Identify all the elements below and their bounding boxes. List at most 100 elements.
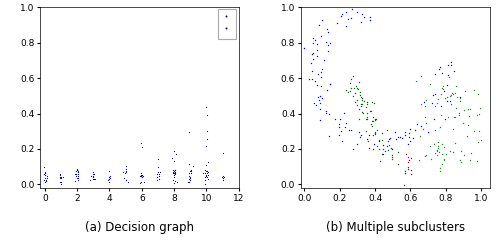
Point (476, 114, 484, 118)
Point (394, 162, 402, 166)
Point (349, 94, 357, 98)
Point (59, 175, 67, 179)
Point (466, 78, 473, 82)
Point (170, 159, 178, 163)
Point (368, 109, 376, 113)
Point (458, 118, 466, 122)
Point (334, 22, 342, 26)
Point (407, 124, 415, 128)
Point (436, 77, 444, 81)
Point (414, 100, 422, 104)
Point (446, 151, 454, 155)
Point (306, 69, 314, 73)
Point (322, 48, 330, 52)
Point (155, 177, 163, 181)
Point (363, 117, 371, 121)
Point (122, 164, 130, 168)
Point (371, 132, 379, 136)
Point (169, 171, 177, 175)
Point (203, 137, 211, 141)
Point (413, 106, 421, 110)
Point (220, 175, 228, 179)
Point (170, 173, 178, 177)
Point (452, 125, 460, 129)
Point (42, 174, 50, 178)
Point (122, 169, 130, 173)
Point (354, 136, 362, 140)
Point (445, 150, 453, 154)
Point (42, 178, 50, 182)
Point (153, 178, 161, 181)
Point (220, 176, 228, 180)
Point (404, 160, 412, 164)
Point (435, 97, 443, 101)
Point (436, 87, 444, 91)
Point (90, 172, 98, 176)
Point (310, 84, 318, 87)
Point (378, 140, 386, 143)
Point (424, 94, 432, 98)
Point (40, 178, 48, 182)
Point (188, 164, 196, 168)
Point (412, 135, 420, 139)
Point (450, 156, 458, 160)
Point (168, 170, 176, 174)
Point (378, 138, 386, 142)
Point (56, 175, 64, 179)
Point (422, 159, 430, 163)
Point (460, 122, 468, 126)
Point (364, 115, 372, 119)
Point (361, 129, 369, 133)
Point (431, 108, 439, 112)
Point (465, 138, 473, 142)
Point (71, 179, 79, 183)
Point (154, 165, 162, 169)
Point (222, 14, 230, 18)
Point (382, 149, 390, 153)
Point (56, 173, 64, 177)
Point (352, 91, 360, 95)
Point (303, 81, 311, 85)
Point (72, 172, 80, 176)
Point (105, 177, 113, 181)
Point (345, 14, 353, 18)
Point (57, 176, 65, 180)
Point (452, 144, 460, 148)
Point (186, 177, 194, 181)
Point (308, 55, 316, 59)
Point (322, 115, 330, 119)
Point (313, 96, 321, 100)
Point (202, 174, 210, 178)
Point (394, 150, 402, 154)
Point (122, 178, 130, 182)
Point (106, 174, 114, 178)
Point (374, 147, 382, 151)
Point (422, 96, 430, 100)
Point (364, 103, 372, 107)
Point (376, 159, 384, 163)
Point (170, 181, 178, 185)
Point (418, 113, 426, 117)
Point (450, 146, 458, 150)
Point (418, 120, 426, 124)
Point (171, 179, 179, 182)
Point (90, 170, 98, 174)
Point (353, 103, 361, 107)
Point (203, 129, 211, 133)
Point (314, 44, 322, 48)
Point (326, 119, 334, 123)
Point (184, 180, 192, 184)
Point (414, 119, 422, 123)
Point (57, 180, 65, 184)
Point (410, 125, 418, 128)
Point (120, 176, 128, 180)
Point (187, 172, 195, 175)
Point (322, 100, 330, 104)
Point (309, 95, 317, 99)
Point (321, 59, 329, 63)
Point (40, 176, 48, 180)
Point (322, 43, 330, 47)
Point (428, 119, 436, 123)
Point (355, 7, 363, 10)
Point (388, 141, 396, 145)
